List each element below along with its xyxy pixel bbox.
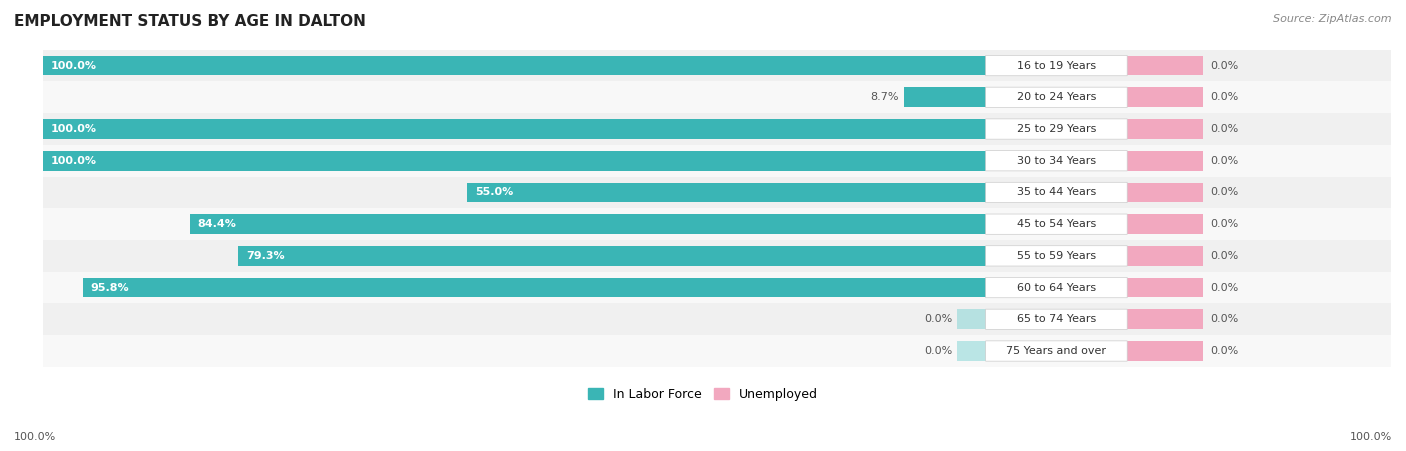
Text: 75 Years and over: 75 Years and over bbox=[1007, 346, 1107, 356]
Bar bbox=[904, 87, 986, 107]
Bar bbox=[1128, 341, 1202, 361]
Text: 0.0%: 0.0% bbox=[1211, 124, 1239, 134]
Text: 100.0%: 100.0% bbox=[14, 432, 56, 442]
Bar bbox=[467, 183, 986, 202]
Text: 100.0%: 100.0% bbox=[51, 124, 97, 134]
Text: 100.0%: 100.0% bbox=[51, 156, 97, 166]
Text: 45 to 54 Years: 45 to 54 Years bbox=[1017, 219, 1097, 229]
Bar bbox=[44, 177, 1391, 208]
Text: Source: ZipAtlas.com: Source: ZipAtlas.com bbox=[1274, 14, 1392, 23]
Bar bbox=[1128, 183, 1202, 202]
Bar bbox=[44, 50, 1391, 82]
FancyBboxPatch shape bbox=[986, 214, 1128, 235]
Bar bbox=[44, 119, 986, 139]
FancyBboxPatch shape bbox=[986, 119, 1128, 139]
Bar bbox=[1128, 56, 1202, 75]
Bar bbox=[83, 278, 986, 297]
Bar bbox=[1128, 87, 1202, 107]
FancyBboxPatch shape bbox=[986, 341, 1128, 361]
Text: 8.7%: 8.7% bbox=[870, 92, 898, 102]
Text: 0.0%: 0.0% bbox=[1211, 188, 1239, 198]
Text: 0.0%: 0.0% bbox=[1211, 283, 1239, 293]
Text: EMPLOYMENT STATUS BY AGE IN DALTON: EMPLOYMENT STATUS BY AGE IN DALTON bbox=[14, 14, 366, 28]
FancyBboxPatch shape bbox=[986, 151, 1128, 171]
Text: 0.0%: 0.0% bbox=[1211, 251, 1239, 261]
Bar bbox=[44, 145, 1391, 177]
Text: 0.0%: 0.0% bbox=[1211, 346, 1239, 356]
Legend: In Labor Force, Unemployed: In Labor Force, Unemployed bbox=[583, 383, 823, 406]
Text: 95.8%: 95.8% bbox=[90, 283, 129, 293]
Bar bbox=[957, 309, 986, 329]
Text: 84.4%: 84.4% bbox=[198, 219, 236, 229]
FancyBboxPatch shape bbox=[986, 246, 1128, 266]
Bar bbox=[1128, 278, 1202, 297]
Bar bbox=[44, 151, 986, 170]
FancyBboxPatch shape bbox=[986, 87, 1128, 107]
Text: 0.0%: 0.0% bbox=[1211, 92, 1239, 102]
FancyBboxPatch shape bbox=[986, 277, 1128, 298]
Text: 0.0%: 0.0% bbox=[1211, 219, 1239, 229]
Bar bbox=[957, 341, 986, 361]
Text: 79.3%: 79.3% bbox=[246, 251, 284, 261]
Bar bbox=[44, 82, 1391, 113]
Text: 0.0%: 0.0% bbox=[925, 314, 953, 324]
Bar bbox=[1128, 151, 1202, 170]
Bar bbox=[44, 335, 1391, 367]
Text: 0.0%: 0.0% bbox=[1211, 314, 1239, 324]
Text: 30 to 34 Years: 30 to 34 Years bbox=[1017, 156, 1097, 166]
Text: 0.0%: 0.0% bbox=[1211, 60, 1239, 71]
Bar bbox=[1128, 246, 1202, 266]
Text: 20 to 24 Years: 20 to 24 Years bbox=[1017, 92, 1097, 102]
Text: 0.0%: 0.0% bbox=[1211, 156, 1239, 166]
Bar bbox=[1128, 214, 1202, 234]
FancyBboxPatch shape bbox=[986, 309, 1128, 329]
Text: 55.0%: 55.0% bbox=[475, 188, 513, 198]
Bar bbox=[1128, 119, 1202, 139]
Text: 65 to 74 Years: 65 to 74 Years bbox=[1017, 314, 1097, 324]
Bar bbox=[44, 272, 1391, 304]
FancyBboxPatch shape bbox=[986, 55, 1128, 76]
Bar bbox=[44, 304, 1391, 335]
Bar bbox=[44, 56, 986, 75]
Text: 25 to 29 Years: 25 to 29 Years bbox=[1017, 124, 1097, 134]
Bar bbox=[190, 214, 986, 234]
Text: 55 to 59 Years: 55 to 59 Years bbox=[1017, 251, 1097, 261]
Text: 100.0%: 100.0% bbox=[51, 60, 97, 71]
Text: 100.0%: 100.0% bbox=[1350, 432, 1392, 442]
Text: 35 to 44 Years: 35 to 44 Years bbox=[1017, 188, 1097, 198]
Text: 60 to 64 Years: 60 to 64 Years bbox=[1017, 283, 1097, 293]
Text: 16 to 19 Years: 16 to 19 Years bbox=[1017, 60, 1097, 71]
Bar bbox=[44, 240, 1391, 272]
Bar bbox=[44, 113, 1391, 145]
Text: 0.0%: 0.0% bbox=[925, 346, 953, 356]
Bar bbox=[44, 208, 1391, 240]
FancyBboxPatch shape bbox=[986, 182, 1128, 202]
Bar bbox=[239, 246, 986, 266]
Bar bbox=[1128, 309, 1202, 329]
